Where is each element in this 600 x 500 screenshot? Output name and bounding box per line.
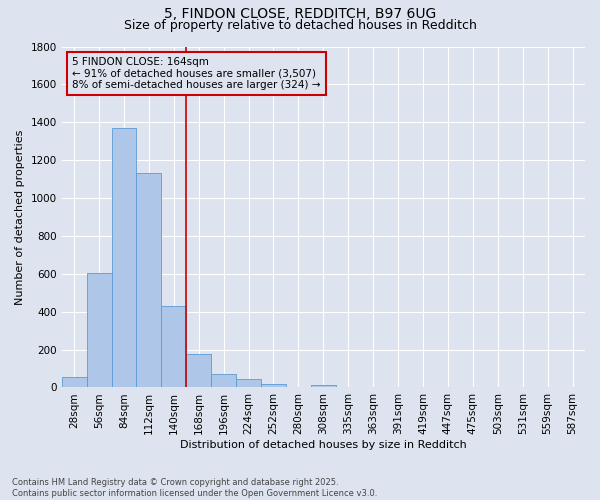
Text: Contains HM Land Registry data © Crown copyright and database right 2025.
Contai: Contains HM Land Registry data © Crown c…: [12, 478, 377, 498]
Bar: [186, 354, 211, 388]
Bar: [311, 384, 336, 388]
Bar: [236, 379, 261, 388]
Bar: [211, 374, 236, 388]
Text: 5 FINDON CLOSE: 164sqm
← 91% of detached houses are smaller (3,507)
8% of semi-d: 5 FINDON CLOSE: 164sqm ← 91% of detached…: [72, 56, 320, 90]
Bar: [86, 273, 112, 388]
Text: 5, FINDON CLOSE, REDDITCH, B97 6UG: 5, FINDON CLOSE, REDDITCH, B97 6UG: [164, 8, 436, 22]
Bar: [112, 128, 136, 388]
X-axis label: Distribution of detached houses by size in Redditch: Distribution of detached houses by size …: [180, 440, 467, 450]
Bar: [136, 174, 161, 388]
Bar: [161, 306, 186, 388]
Bar: [62, 377, 86, 388]
Y-axis label: Number of detached properties: Number of detached properties: [15, 130, 25, 304]
Text: Size of property relative to detached houses in Redditch: Size of property relative to detached ho…: [124, 19, 476, 32]
Bar: [261, 384, 286, 388]
